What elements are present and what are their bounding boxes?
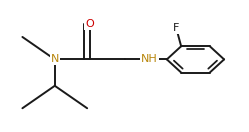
Text: NH: NH bbox=[141, 54, 158, 64]
Text: O: O bbox=[85, 19, 94, 29]
Text: N: N bbox=[51, 54, 59, 64]
Text: F: F bbox=[173, 23, 179, 33]
